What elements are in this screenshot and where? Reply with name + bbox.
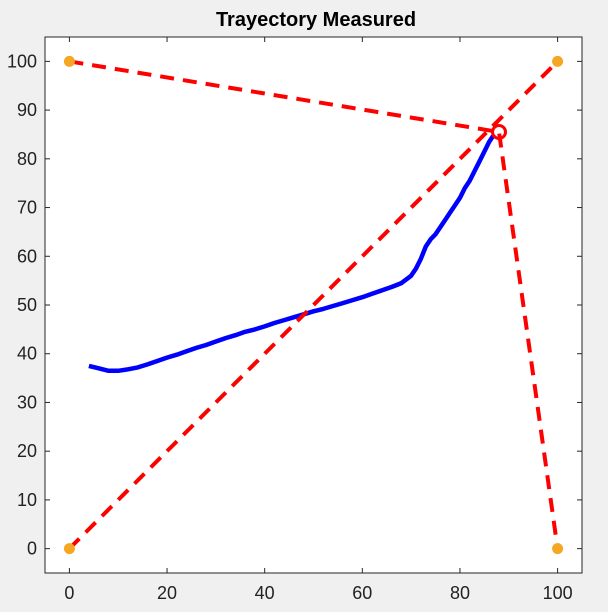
corner-marker: [63, 543, 75, 555]
chart-title: Trayectory Measured: [216, 9, 416, 31]
dashed-line-series-1: [69, 59, 560, 549]
y-tick-label: 40: [17, 344, 37, 364]
x-tick-label: 100: [543, 583, 573, 603]
y-tick-label: 60: [17, 246, 37, 266]
x-tick-label: 80: [450, 583, 470, 603]
y-tick-label: 0: [27, 539, 37, 559]
series-layer: [67, 59, 560, 551]
y-tick-label: 70: [17, 198, 37, 218]
y-tick-label: 50: [17, 295, 37, 315]
y-tick-label: 80: [17, 149, 37, 169]
y-tick-label: 30: [17, 392, 37, 412]
y-tick-label: 100: [7, 51, 37, 71]
corner-marker: [552, 543, 564, 555]
y-tick-label: 20: [17, 441, 37, 461]
trajectory-line: [88, 133, 496, 374]
marker-layer: [63, 55, 564, 555]
plot-area: [45, 37, 582, 573]
end-point-marker: [491, 124, 508, 141]
x-tick-label: 20: [157, 583, 177, 603]
y-tick-label: 90: [17, 100, 37, 120]
x-tick-label: 40: [255, 583, 275, 603]
x-tick-label: 0: [64, 583, 74, 603]
plot-frame: [44, 36, 583, 574]
corner-marker: [552, 55, 564, 67]
y-tick-label: 10: [17, 490, 37, 510]
corner-marker: [63, 55, 75, 67]
axis-ticks: 0 20 40 60 80 100 0 10 20 30 40 50 60 70 80 90 100: [7, 37, 582, 603]
x-tick-label: 60: [352, 583, 372, 603]
